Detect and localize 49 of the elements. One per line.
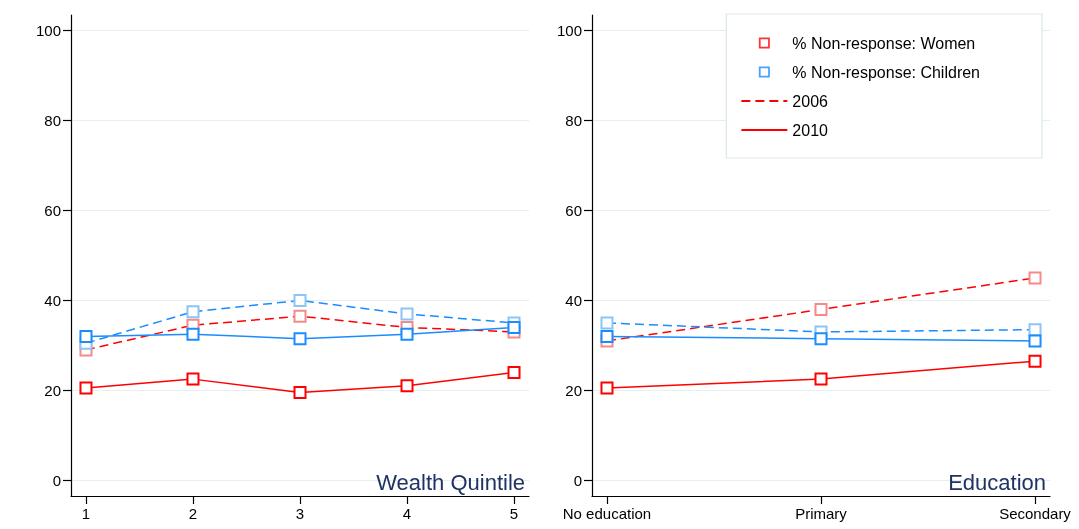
point bbox=[507, 365, 521, 379]
annotation: Education bbox=[948, 469, 1047, 495]
point bbox=[600, 329, 614, 343]
point bbox=[400, 379, 414, 393]
legend-label: 2010 bbox=[792, 121, 829, 139]
x-tick-label: 3 bbox=[295, 505, 305, 522]
y-tick-label: 20 bbox=[565, 381, 582, 399]
point bbox=[814, 302, 828, 316]
legend-label: 2006 bbox=[792, 92, 829, 110]
point bbox=[1028, 334, 1042, 348]
point bbox=[400, 327, 414, 341]
x-tick-label: No education bbox=[562, 505, 652, 522]
y-tick-label: 100 bbox=[35, 22, 61, 40]
y-tick-label: 20 bbox=[44, 381, 61, 399]
point bbox=[293, 332, 307, 346]
y-tick-label: 0 bbox=[52, 471, 61, 489]
point bbox=[79, 329, 93, 343]
point bbox=[600, 381, 614, 395]
x-tick-label: 2 bbox=[188, 505, 198, 522]
x-tick-label: Primary bbox=[795, 505, 848, 522]
x-tick-label: 1 bbox=[81, 505, 91, 522]
point bbox=[293, 386, 307, 400]
point bbox=[186, 372, 200, 386]
point bbox=[814, 372, 828, 386]
point bbox=[186, 305, 200, 319]
y-tick-label: 0 bbox=[573, 471, 582, 489]
y-tick-label: 40 bbox=[565, 291, 582, 309]
y-tick-label: 100 bbox=[556, 22, 582, 40]
y-tick-label: 40 bbox=[44, 291, 61, 309]
y-tick-label: 80 bbox=[44, 112, 61, 130]
y-tick-label: 60 bbox=[44, 202, 61, 220]
point bbox=[1028, 354, 1042, 368]
point bbox=[814, 332, 828, 346]
point bbox=[293, 309, 307, 323]
point bbox=[1028, 271, 1042, 285]
point bbox=[400, 307, 414, 321]
y-tick-label: 60 bbox=[565, 202, 582, 220]
point bbox=[507, 320, 521, 334]
legend-label: % Non-response: Women bbox=[792, 34, 976, 52]
annotation: Wealth Quintile bbox=[376, 469, 525, 495]
point bbox=[293, 293, 307, 307]
x-tick-label: Secondary bbox=[999, 505, 1072, 522]
point bbox=[79, 381, 93, 395]
point bbox=[600, 316, 614, 330]
x-tick-label: 5 bbox=[509, 505, 519, 522]
point bbox=[186, 327, 200, 341]
y-tick-label: 80 bbox=[565, 112, 582, 130]
x-tick-label: 4 bbox=[402, 505, 412, 522]
legend-label: % Non-response: Children bbox=[792, 63, 981, 81]
